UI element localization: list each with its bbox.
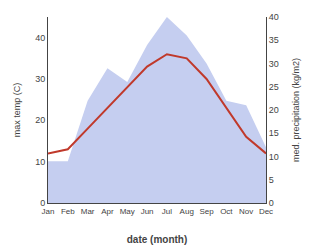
svg-text:40: 40 [269, 12, 279, 22]
svg-text:Dec: Dec [259, 207, 273, 216]
svg-text:0: 0 [269, 198, 274, 208]
svg-text:35: 35 [269, 35, 279, 45]
svg-text:Feb: Feb [61, 207, 75, 216]
svg-text:Jul: Jul [162, 207, 172, 216]
svg-text:Oct: Oct [220, 207, 233, 216]
svg-text:Sep: Sep [199, 207, 214, 216]
svg-text:Apr: Apr [101, 207, 114, 216]
svg-text:max temp (C): max temp (C) [12, 83, 22, 138]
svg-text:Nov: Nov [239, 207, 253, 216]
svg-text:25: 25 [269, 82, 279, 92]
svg-text:10: 10 [269, 152, 279, 162]
svg-text:Jun: Jun [141, 207, 154, 216]
svg-text:10: 10 [35, 157, 45, 167]
svg-text:20: 20 [35, 115, 45, 125]
svg-text:40: 40 [35, 33, 45, 43]
svg-text:date (month): date (month) [127, 234, 188, 245]
svg-text:0: 0 [40, 198, 45, 208]
svg-text:30: 30 [35, 74, 45, 84]
svg-text:20: 20 [269, 105, 279, 115]
svg-text:Jan: Jan [42, 207, 55, 216]
svg-text:5: 5 [269, 175, 274, 185]
svg-text:med. precipitation (kg/m2): med. precipitation (kg/m2) [291, 58, 301, 162]
svg-text:Aug: Aug [180, 207, 194, 216]
svg-text:May: May [120, 207, 135, 216]
svg-text:30: 30 [269, 59, 279, 69]
svg-text:Mar: Mar [81, 207, 95, 216]
svg-text:15: 15 [269, 128, 279, 138]
